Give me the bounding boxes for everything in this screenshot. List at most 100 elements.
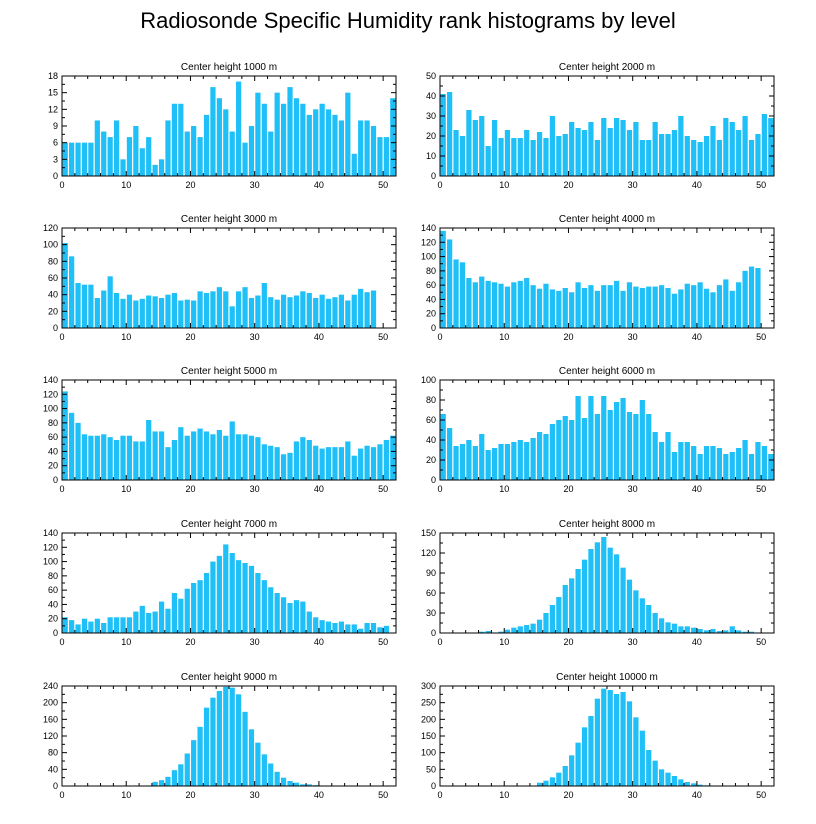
bar xyxy=(133,611,139,633)
bar xyxy=(165,608,171,633)
bar xyxy=(472,282,478,328)
bar xyxy=(287,452,293,480)
bar xyxy=(165,120,171,176)
bar xyxy=(665,622,671,633)
bar xyxy=(300,291,306,328)
bar xyxy=(671,293,678,328)
bar xyxy=(549,605,556,633)
bar xyxy=(562,766,568,786)
x-tick-label: 20 xyxy=(563,484,573,494)
y-tick-label: 60 xyxy=(426,280,436,290)
bar xyxy=(652,613,658,633)
plot-frame xyxy=(61,685,397,787)
x-tick-label: 20 xyxy=(185,484,195,494)
bar xyxy=(543,434,549,480)
bar xyxy=(729,452,735,480)
bar xyxy=(671,776,678,786)
bar xyxy=(440,414,446,480)
bar xyxy=(459,136,466,176)
bar xyxy=(242,711,248,786)
panel-8: Center height 8000 m 0 10 20 30 40 50 0 30 60 90 12… xyxy=(421,519,775,647)
bar xyxy=(223,544,229,633)
bar xyxy=(306,611,312,633)
bar xyxy=(75,142,81,176)
y-tick-label: 250 xyxy=(421,698,436,708)
bar xyxy=(646,605,652,633)
x-tick-label: 50 xyxy=(756,790,766,800)
bar xyxy=(678,289,684,328)
bar xyxy=(556,290,562,328)
bar xyxy=(370,623,377,633)
bar xyxy=(94,618,100,633)
y-tick-label: 120 xyxy=(421,237,436,247)
x-tick-label: 0 xyxy=(437,637,442,647)
bar xyxy=(671,623,678,633)
bar xyxy=(575,569,581,633)
y-tick-label: 120 xyxy=(43,223,58,233)
x-tick-label: 40 xyxy=(314,637,324,647)
x-tick-label: 20 xyxy=(563,332,573,342)
bar xyxy=(216,287,222,328)
x-tick-label: 0 xyxy=(59,180,64,190)
x-tick-label: 40 xyxy=(692,637,702,647)
bar xyxy=(94,298,100,328)
bar xyxy=(594,542,600,633)
panel-title: Center height 10000 m xyxy=(556,672,658,683)
y-tick-label: 200 xyxy=(421,714,436,724)
bar xyxy=(504,130,511,176)
bar xyxy=(248,565,255,633)
x-tick-label: 30 xyxy=(250,332,260,342)
x-tick-label: 10 xyxy=(499,180,509,190)
bar xyxy=(338,120,345,176)
bar xyxy=(697,784,703,786)
x-tick-label: 10 xyxy=(121,180,131,190)
bar xyxy=(216,691,222,786)
bar xyxy=(517,440,523,480)
bar xyxy=(562,416,568,480)
bar xyxy=(332,447,338,480)
x-tick-label: 20 xyxy=(185,180,195,190)
bar xyxy=(626,282,633,328)
bar xyxy=(236,291,242,328)
bar xyxy=(300,601,306,633)
bar xyxy=(652,432,658,480)
bar xyxy=(248,729,255,786)
bar xyxy=(390,98,396,176)
bar xyxy=(242,563,248,633)
bar xyxy=(671,452,678,480)
y-tick-label: 6 xyxy=(53,138,58,148)
bar xyxy=(543,283,549,328)
bar xyxy=(575,282,581,328)
bar xyxy=(248,298,255,328)
bar xyxy=(229,131,235,176)
bar xyxy=(588,122,594,176)
x-tick-label: 50 xyxy=(378,637,388,647)
panel-title: Center height 4000 m xyxy=(559,214,655,225)
bar xyxy=(126,294,133,328)
bar xyxy=(101,623,107,633)
y-tick-label: 50 xyxy=(426,764,436,774)
bar xyxy=(210,697,216,786)
bar xyxy=(223,686,229,786)
panel-title: Center height 9000 m xyxy=(181,672,277,683)
bar xyxy=(466,278,472,328)
bar xyxy=(607,285,613,328)
bar xyxy=(370,447,377,480)
bar xyxy=(543,138,549,176)
bar xyxy=(351,153,357,176)
bar xyxy=(300,103,306,176)
bar xyxy=(607,128,613,176)
bar xyxy=(498,283,504,328)
bar xyxy=(120,617,126,633)
bar xyxy=(511,442,517,480)
bar xyxy=(274,92,280,176)
bar xyxy=(671,130,678,176)
bar xyxy=(517,280,523,328)
bar xyxy=(236,560,242,633)
bar xyxy=(447,92,453,176)
bar xyxy=(255,295,261,328)
y-tick-label: 60 xyxy=(48,273,58,283)
bar xyxy=(524,278,530,328)
bar xyxy=(748,631,755,633)
y-tick-label: 0 xyxy=(53,781,58,791)
